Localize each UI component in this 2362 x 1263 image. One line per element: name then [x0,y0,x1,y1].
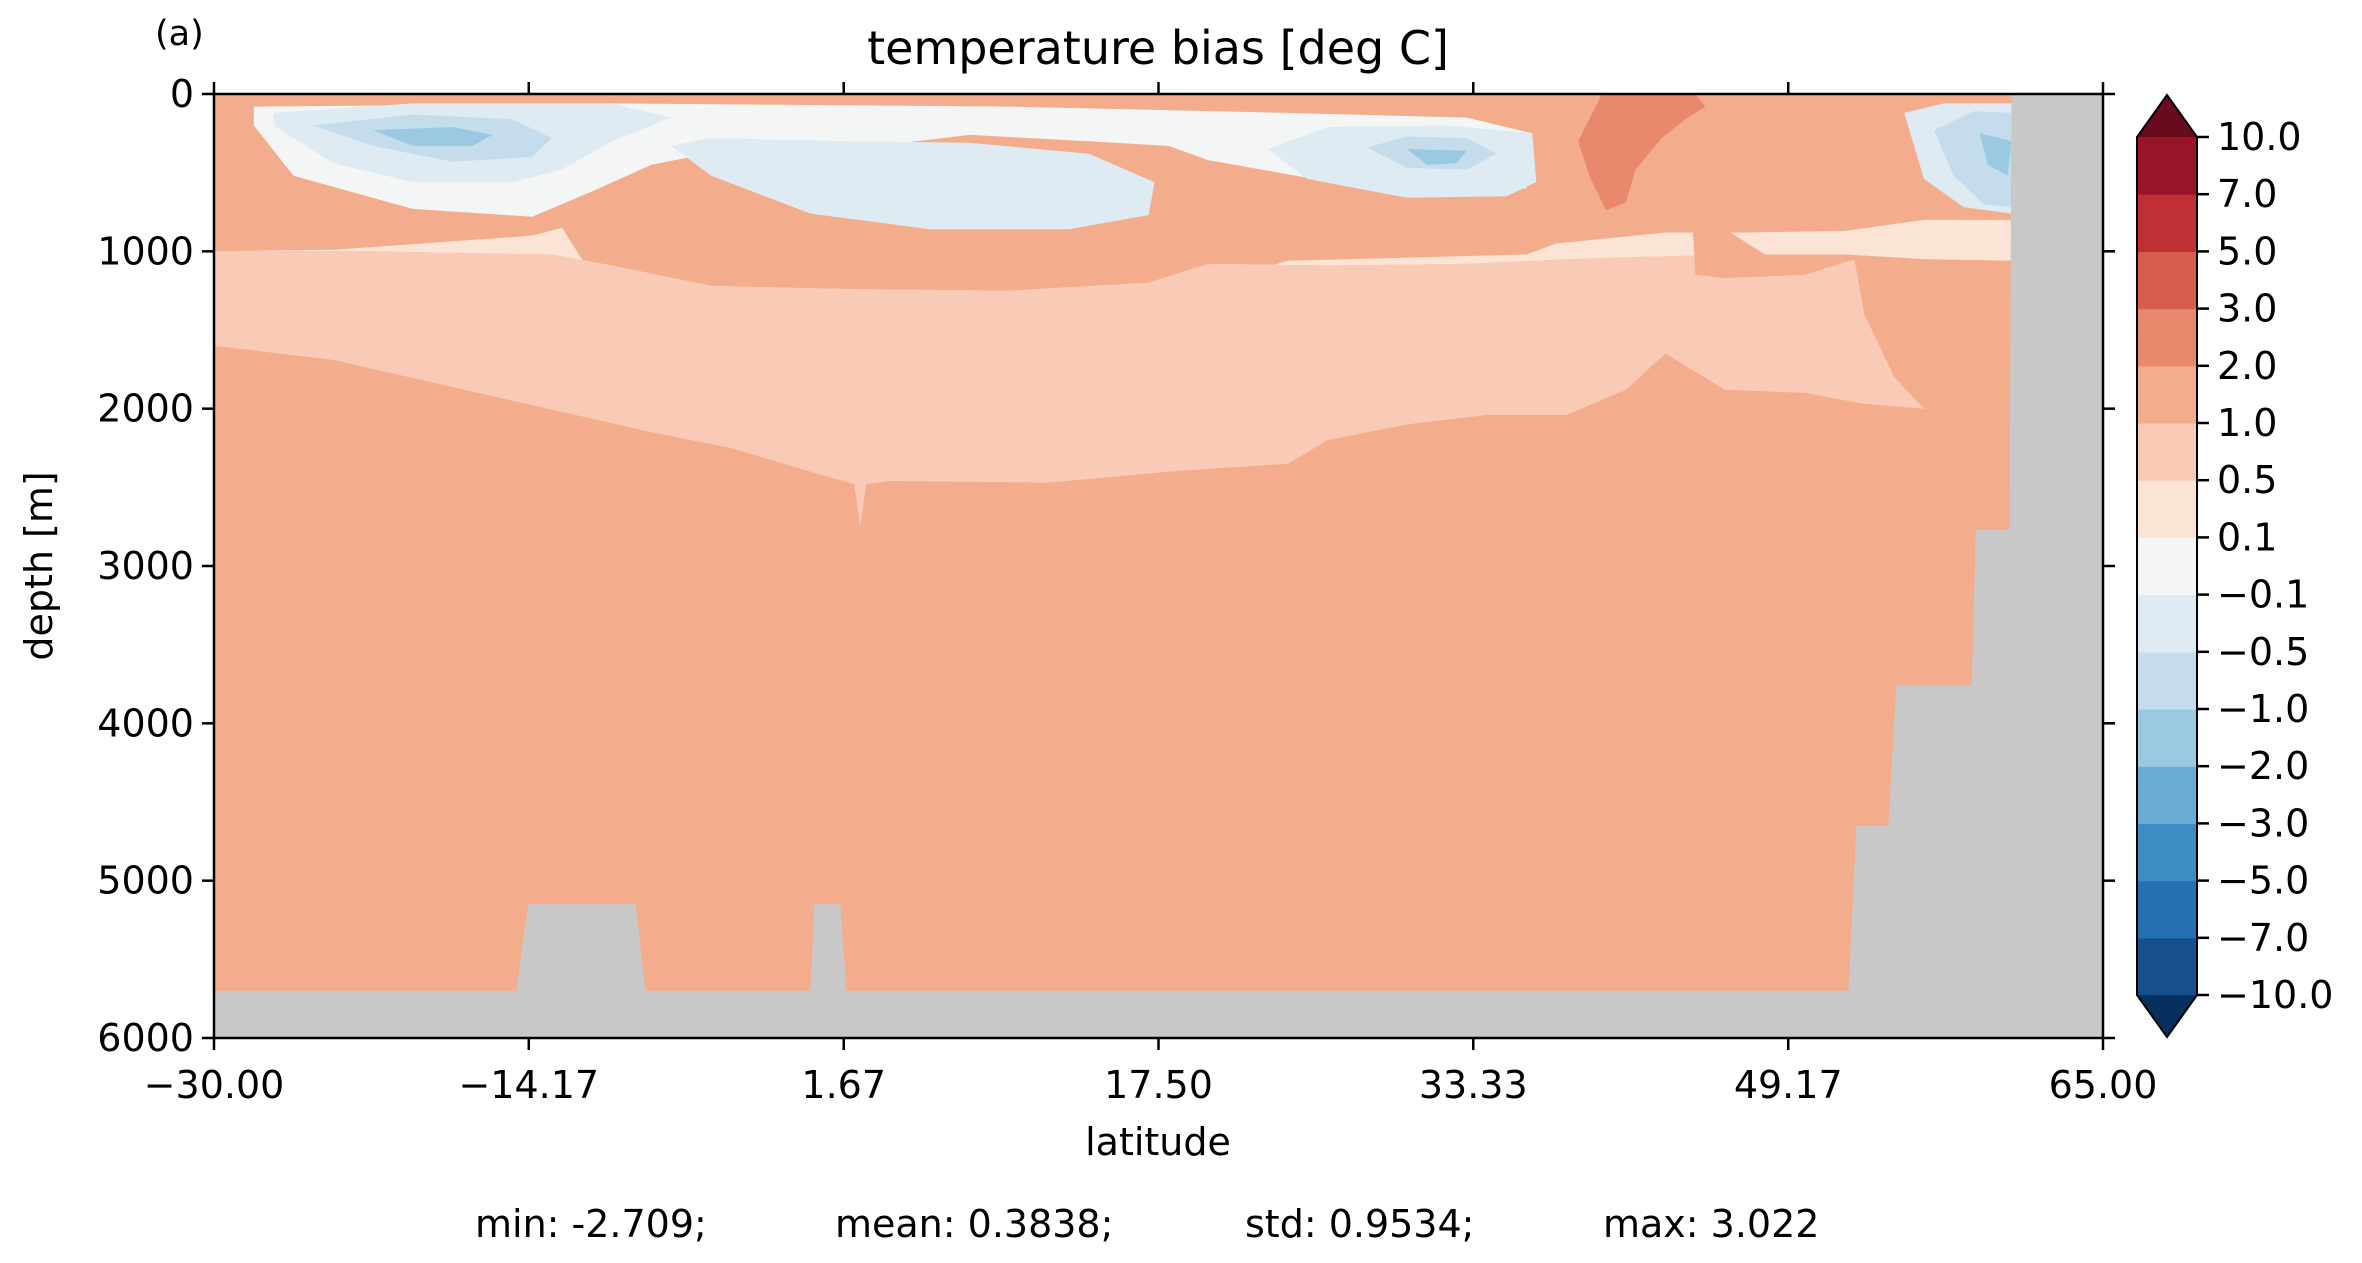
x-tick-label: 49.17 [1734,1063,1843,1107]
colorbar-segment [2137,308,2197,367]
colorbar-tick-label: 1.0 [2217,401,2277,445]
colorbar-segment [2137,880,2197,939]
colorbar-segment [2137,480,2197,538]
y-tick-label: 3000 [97,544,194,588]
colorbar-segment [2137,537,2197,596]
colorbar-tick-label: −3.0 [2217,801,2309,845]
y-tick-label: 5000 [97,859,194,903]
colorbar-segment [2137,709,2197,767]
contour-region-12 [1407,149,1467,165]
colorbar-segment [2137,937,2197,996]
y-tick-label: 6000 [97,1016,194,1060]
colorbar-tick-label: 5.0 [2217,229,2277,273]
colorbar-segment [2137,651,2197,710]
colorbar-tick-label: 10.0 [2217,115,2302,159]
land-mask-shape [214,94,2103,1038]
colorbar-tick-label: 3.0 [2217,287,2277,331]
colorbar-segment [2137,823,2197,882]
x-axis-label: latitude [1085,1120,1231,1164]
x-axis: −30.00 −14.17 1.67 17.50 33.33 49.17 65.00 [144,82,2158,1107]
panel-label: (a) [155,14,204,54]
contour-region-14 [1578,94,1706,211]
colorbar-tick-label: 2.0 [2217,344,2277,388]
x-tick-label: 17.50 [1104,1063,1213,1107]
stat-mean: mean: 0.3838; [835,1202,1113,1246]
contour-region-2 [1542,94,2012,409]
colorbar-segment [2137,251,2197,310]
colorbar-segment [2137,594,2197,653]
colorbar-segment [2137,137,2197,195]
x-tick-label: 33.33 [1419,1063,1528,1107]
colorbar-tick-label: 7.0 [2217,172,2277,216]
y-tick-label: 0 [170,72,194,116]
contour-region-5 [671,138,1155,230]
colorbar-extend-max [2137,95,2197,137]
colorbar-tick-label: −7.0 [2217,916,2309,960]
colorbar-tick-label: −0.5 [2217,630,2309,674]
y-tick-label: 4000 [97,701,194,745]
colorbar-tick-label: −10.0 [2217,973,2333,1017]
colorbar: −10.0 −7.0 −5.0 −3.0 −2.0 −1.0 −0.5 −0.1 0.1 0.5 1… [2136,93,2333,1039]
x-tick-label: −30.00 [144,1063,285,1107]
colorbar-tick-label: −5.0 [2217,859,2309,903]
y-tick-label: 1000 [97,229,194,273]
contour-region-10 [1934,111,2012,208]
plot-area [212,92,2105,1040]
statistics-line: min: -2.709; mean: 0.3838; std: 0.9534; … [475,1202,1819,1246]
colorbar-segment [2137,365,2197,424]
contour-region-13 [1979,133,2012,176]
y-axis-label: depth [m] [17,471,61,660]
colorbar-tick-label: −1.0 [2217,687,2309,731]
stat-max: max: 3.022 [1603,1202,1819,1246]
colorbar-segment [2137,423,2197,481]
chart-title: temperature bias [deg C] [867,21,1449,75]
colorbar-segment [2137,766,2197,824]
stat-std: std: 0.9534; [1245,1202,1474,1246]
y-axis: 0 1000 2000 3000 4000 5000 6000 [97,72,2115,1060]
contour-region-1 [214,251,2012,527]
land-mask [214,94,2103,1038]
contour-region-11 [373,127,493,146]
x-tick-label: 65.00 [2049,1063,2158,1107]
colorbar-tick-label: 0.5 [2217,458,2277,502]
x-tick-label: 1.67 [801,1063,886,1107]
y-tick-label: 2000 [97,387,194,431]
colorbar-tick-label: 0.1 [2217,515,2277,559]
colorbar-tick-label: −2.0 [2217,744,2309,788]
contour-fills [214,94,2012,527]
colorbar-tick-label: −0.1 [2217,573,2309,617]
colorbar-extend-min [2137,995,2197,1037]
x-tick-label: −14.17 [458,1063,599,1107]
stat-min: min: -2.709; [475,1202,707,1246]
colorbar-segment [2137,194,2197,252]
